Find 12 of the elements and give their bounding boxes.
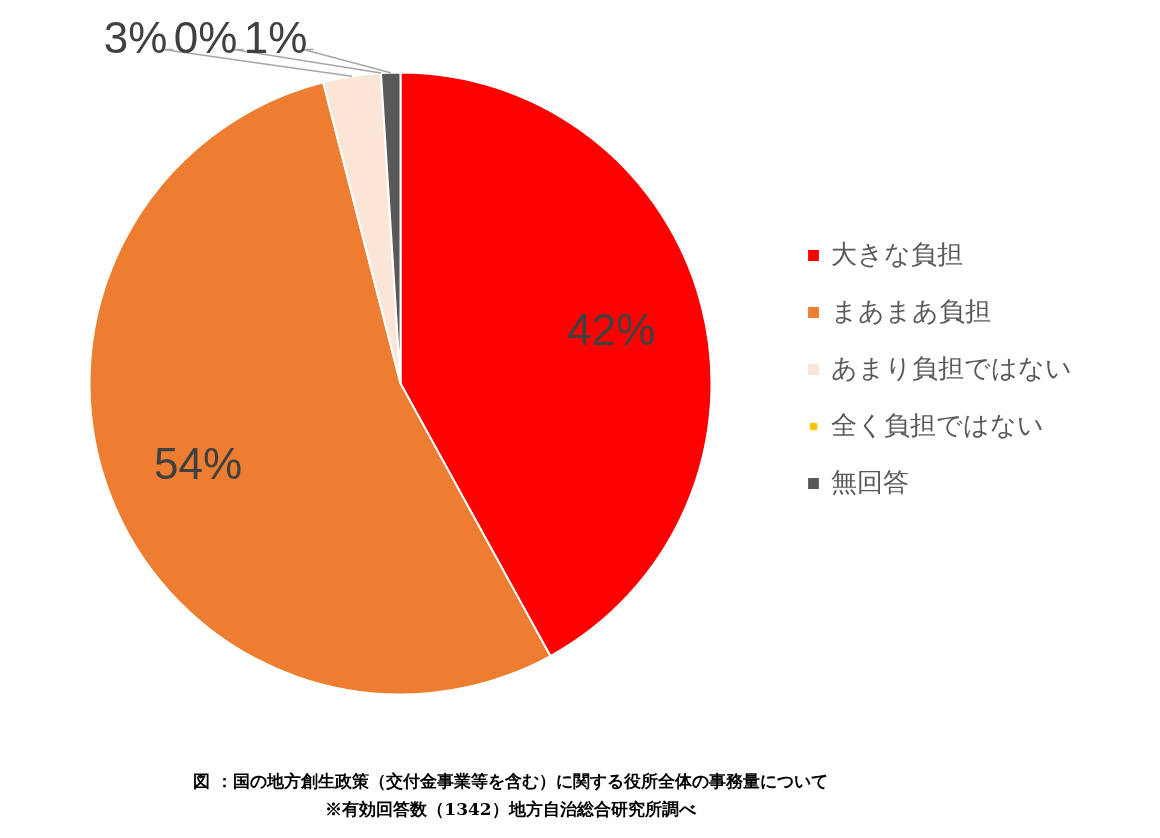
- legend-label: 全く負担ではない: [831, 409, 1044, 442]
- data-label: 1%: [243, 13, 308, 62]
- legend-label: 大きな負担: [831, 238, 963, 271]
- data-label: 3%: [103, 13, 168, 62]
- text: 図 ：国の地方創生政策（交付金事業等を含む）に関する役所全体の事務量について: [193, 770, 828, 791]
- legend-label: 無回答: [831, 466, 909, 499]
- legend-label: まあまあ負担: [831, 295, 991, 328]
- legend-label: あまり負担ではない: [831, 352, 1072, 385]
- text: 0%: [173, 13, 238, 62]
- data-label: 42%: [567, 304, 656, 354]
- data-label: 54%: [154, 439, 243, 489]
- text: ※有効回答数（1342）地方自治総合研究所調べ: [325, 798, 697, 819]
